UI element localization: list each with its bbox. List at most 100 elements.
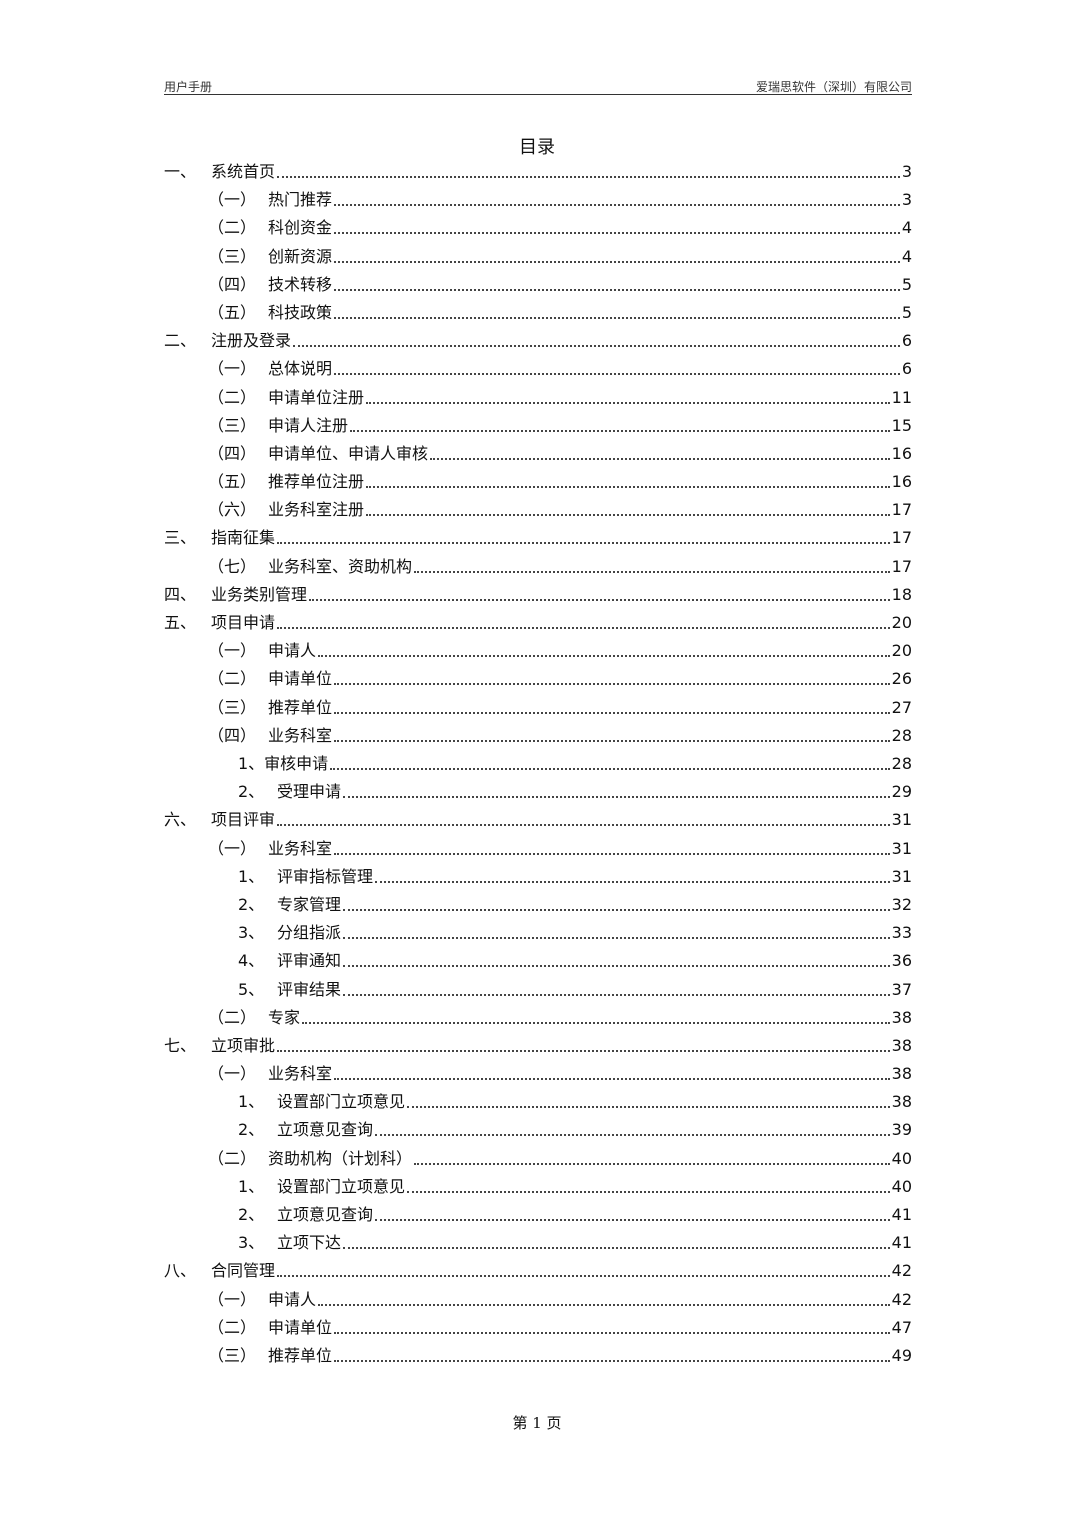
toc-entry-title[interactable]: 申请人 xyxy=(268,1289,317,1309)
toc-entry-title[interactable]: 立项下达 xyxy=(277,1233,342,1253)
toc-entry[interactable]: 一、 系统首页 3 xyxy=(164,160,912,184)
toc-entry[interactable]: （一） 热门推荐 3 xyxy=(164,188,912,212)
toc-entry-title[interactable]: 申请单位 xyxy=(268,669,333,689)
toc-entry[interactable]: （五） 科技政策 5 xyxy=(164,301,912,325)
toc-entry[interactable]: （三） 推荐单位 49 xyxy=(164,1344,912,1368)
toc-entry-title[interactable]: 项目评审 xyxy=(211,810,276,830)
toc-entry[interactable]: 1、 设置部门立项意见 40 xyxy=(164,1175,912,1199)
toc-entry[interactable]: （四） 技术转移 5 xyxy=(164,273,912,297)
toc-entry-title[interactable]: 技术转移 xyxy=(268,274,333,294)
toc-entry-title[interactable]: 设置部门立项意见 xyxy=(277,1176,406,1196)
toc-entry-title[interactable]: 立项意见查询 xyxy=(277,1120,374,1140)
toc-entry[interactable]: （一） 申请人 42 xyxy=(164,1288,912,1312)
toc-entry-title[interactable]: 业务科室 xyxy=(268,838,333,858)
toc-entry-number: （一） xyxy=(208,1064,257,1084)
toc-entry[interactable]: 六、 项目评审 31 xyxy=(164,808,912,832)
toc-entry-title[interactable]: 推荐单位注册 xyxy=(268,472,365,492)
toc-entry-title[interactable]: 业务科室、资助机构 xyxy=(268,556,413,576)
toc-entry-title[interactable]: 评审通知 xyxy=(277,951,342,971)
toc-entry-title[interactable]: 热门推荐 xyxy=(268,190,333,210)
toc-entry-number: 2、 xyxy=(238,894,265,914)
toc-entry[interactable]: 2、 立项意见查询 41 xyxy=(164,1203,912,1227)
toc-entry-title[interactable]: 业务科室 xyxy=(268,725,333,745)
toc-entry-title[interactable]: 业务科室 xyxy=(268,1064,333,1084)
toc-entry-title[interactable]: 推荐单位 xyxy=(268,697,333,717)
toc-entry[interactable]: （三） 申请人注册 15 xyxy=(164,414,912,438)
toc-entry-title[interactable]: 专家管理 xyxy=(277,894,342,914)
toc-entry[interactable]: 1、 设置部门立项意见 38 xyxy=(164,1090,912,1114)
toc-entry-title[interactable]: 合同管理 xyxy=(211,1261,276,1281)
toc-entry[interactable]: （四） 业务科室 28 xyxy=(164,724,912,748)
toc-entry[interactable]: 2、 专家管理 32 xyxy=(164,893,912,917)
toc-entry[interactable]: 3、 分组指派 33 xyxy=(164,921,912,945)
toc-entry-title[interactable]: 科技政策 xyxy=(268,302,333,322)
dot-leader xyxy=(318,1303,890,1306)
toc-entry-title[interactable]: 申请单位、申请人审核 xyxy=(268,443,429,463)
toc-entry-number: （三） xyxy=(208,1345,257,1365)
dot-leader xyxy=(318,655,890,658)
toc-entry-title[interactable]: 总体说明 xyxy=(268,359,333,379)
toc-entry-title[interactable]: 科创资金 xyxy=(268,218,333,238)
toc-entry[interactable]: （七） 业务科室、资助机构 17 xyxy=(164,555,912,579)
toc-entry[interactable]: 3、 立项下达 41 xyxy=(164,1231,912,1255)
toc-entry-title[interactable]: 推荐单位 xyxy=(268,1345,333,1365)
toc-entry-title[interactable]: 申请人注册 xyxy=(268,415,349,435)
toc-entry-title[interactable]: 1、审核申请 xyxy=(238,753,329,773)
toc-entry[interactable]: （三） 创新资源 4 xyxy=(164,245,912,269)
toc-entry[interactable]: 2、 受理申请 29 xyxy=(164,780,912,804)
toc-entry[interactable]: （一） 业务科室 38 xyxy=(164,1062,912,1086)
toc-entry-page: 26 xyxy=(891,669,912,689)
toc-entry-title[interactable]: 创新资源 xyxy=(268,246,333,266)
toc-entry-title[interactable]: 立项审批 xyxy=(211,1035,276,1055)
toc-entry-title[interactable]: 分组指派 xyxy=(277,923,342,943)
toc-entry[interactable]: 七、 立项审批 38 xyxy=(164,1034,912,1058)
toc-entry-title[interactable]: 评审结果 xyxy=(277,979,342,999)
toc-entry[interactable]: （二） 科创资金 4 xyxy=(164,216,912,240)
toc-entry[interactable]: （二） 专家 38 xyxy=(164,1006,912,1030)
toc-entry[interactable]: （二） 申请单位 26 xyxy=(164,667,912,691)
toc-entry-page: 16 xyxy=(891,472,912,492)
toc-entry-title[interactable]: 指南征集 xyxy=(211,528,276,548)
toc-entry-title[interactable]: 申请人 xyxy=(268,641,317,661)
toc-entry[interactable]: （二） 资助机构（计划科） 40 xyxy=(164,1147,912,1171)
toc-entry[interactable]: （二） 申请单位 47 xyxy=(164,1316,912,1340)
toc-entry[interactable]: 5、 评审结果 37 xyxy=(164,978,912,1002)
dot-leader xyxy=(407,1190,890,1193)
toc-entry[interactable]: 4、 评审通知 36 xyxy=(164,949,912,973)
toc-entry[interactable]: （三） 推荐单位 27 xyxy=(164,696,912,720)
dot-leader xyxy=(334,683,890,686)
toc-entry-title[interactable]: 专家 xyxy=(268,1007,301,1027)
toc-entry-title[interactable]: 系统首页 xyxy=(211,162,276,181)
toc-entry-number: （五） xyxy=(208,472,257,492)
toc-entry[interactable]: （六） 业务科室注册 17 xyxy=(164,498,912,522)
toc-entry[interactable]: 二、 注册及登录 6 xyxy=(164,329,912,353)
toc-entry[interactable]: 1、 评审指标管理 31 xyxy=(164,865,912,889)
toc-entry[interactable]: 三、 指南征集 17 xyxy=(164,526,912,550)
toc-entry-title[interactable]: 设置部门立项意见 xyxy=(277,1092,406,1112)
toc-entry-title[interactable]: 申请单位 xyxy=(268,1317,333,1337)
toc-entry-title[interactable]: 立项意见查询 xyxy=(277,1205,374,1225)
toc-entry-title[interactable]: 评审指标管理 xyxy=(277,866,374,886)
toc-entry-title[interactable]: 资助机构（计划科） xyxy=(268,1148,413,1168)
toc-entry[interactable]: 2、 立项意见查询 39 xyxy=(164,1118,912,1142)
toc-entry[interactable]: （二） 申请单位注册 11 xyxy=(164,386,912,410)
toc-entry[interactable]: 八、 合同管理 42 xyxy=(164,1259,912,1283)
toc-entry-title[interactable]: 申请单位注册 xyxy=(268,387,365,407)
toc-entry-page: 27 xyxy=(891,697,912,717)
toc-entry[interactable]: 四、 业务类别管理 18 xyxy=(164,583,912,607)
toc-entry[interactable]: （一） 申请人 20 xyxy=(164,639,912,663)
toc-entry-title[interactable]: 注册及登录 xyxy=(211,331,292,351)
toc-entry[interactable]: （一） 业务科室 31 xyxy=(164,837,912,861)
toc-entry[interactable]: （四） 申请单位、申请人审核 16 xyxy=(164,442,912,466)
toc-entry-title[interactable]: 项目申请 xyxy=(211,613,276,633)
toc-entry[interactable]: （五） 推荐单位注册 16 xyxy=(164,470,912,494)
toc-entry[interactable]: （一） 总体说明 6 xyxy=(164,357,912,381)
toc-entry-title[interactable]: 业务类别管理 xyxy=(211,584,308,604)
toc-entry[interactable]: 1、审核申请 28 xyxy=(164,752,912,776)
toc-entry-title[interactable]: 业务科室注册 xyxy=(268,500,365,520)
toc-entry-title[interactable]: 受理申请 xyxy=(277,782,342,802)
toc-entry[interactable]: 五、 项目申请 20 xyxy=(164,611,912,635)
header-right: 爱瑞思软件（深圳）有限公司 xyxy=(755,80,912,94)
dot-leader xyxy=(302,1021,890,1024)
toc-entry-number: 1、 xyxy=(238,866,265,886)
